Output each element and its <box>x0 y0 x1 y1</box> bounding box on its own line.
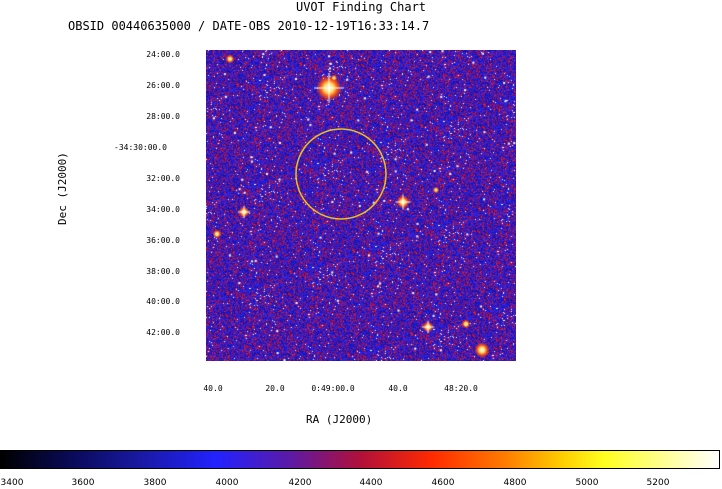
colorbar-tick-label: 3800 <box>143 478 167 488</box>
colorbar-tick-label: 4800 <box>503 478 527 488</box>
colorbar-tick-label: 5200 <box>646 478 670 488</box>
y-axis-title: Dec (J2000) <box>56 152 69 225</box>
ra-tick-label: 40.0 <box>203 384 223 393</box>
dec-tick-label: 42:00.0 <box>146 328 180 337</box>
dec-tick-label: 28:00.0 <box>146 112 180 121</box>
colorbar-tick-label: 4600 <box>431 478 455 488</box>
sky-image-canvas <box>206 50 516 361</box>
x-axis-title: RA (J2000) <box>306 413 373 426</box>
ra-tick-label: 40.0 <box>388 384 408 393</box>
chart-subtitle: OBSID 00440635000 / DATE-OBS 2010-12-19T… <box>68 19 430 33</box>
dec-tick-label: 36:00.0 <box>146 236 180 245</box>
dec-tick-label: 34:00.0 <box>146 205 180 214</box>
dec-tick-label: 32:00.0 <box>146 174 180 183</box>
colorbar <box>0 450 720 469</box>
ra-tick-label: 48:20.0 <box>444 384 478 393</box>
dec-tick-label: 40:00.0 <box>146 297 180 306</box>
ra-tick-label: 0:49:00.0 <box>311 384 355 393</box>
colorbar-tick-label: 3600 <box>71 478 95 488</box>
colorbar-tick-label: 3400 <box>0 478 24 488</box>
dec-tick-label: -34:30:00.0 <box>114 143 167 152</box>
dec-tick-label: 24:00.0 <box>146 50 180 59</box>
colorbar-tick-label: 4400 <box>359 478 383 488</box>
sky-image[interactable] <box>206 50 516 361</box>
colorbar-tick-label: 5000 <box>575 478 599 488</box>
error-circle <box>295 128 387 220</box>
colorbar-tick-label: 4000 <box>215 478 239 488</box>
chart-title: UVOT Finding Chart <box>295 0 427 14</box>
dec-tick-label: 26:00.0 <box>146 81 180 90</box>
colorbar-tick-label: 4200 <box>288 478 312 488</box>
ra-tick-label: 20.0 <box>265 384 285 393</box>
dec-tick-label: 38:00.0 <box>146 267 180 276</box>
sky-overlay <box>295 128 387 220</box>
